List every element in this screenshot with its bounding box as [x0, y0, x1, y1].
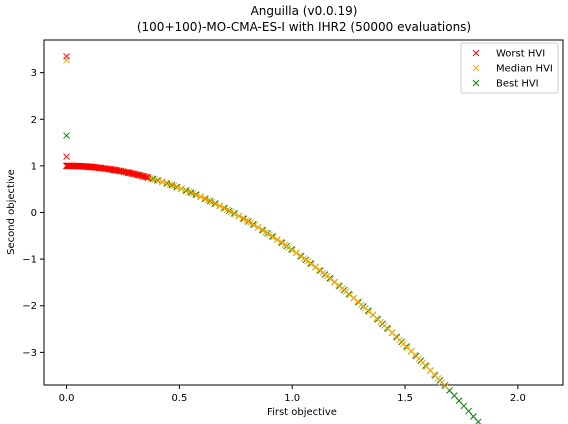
- y-tick-label: −1: [22, 255, 37, 266]
- legend-item-best-hvi: Best HVI: [472, 79, 539, 90]
- median-hvi-point: [224, 206, 231, 214]
- y-tick-label: −3: [22, 348, 37, 359]
- median-hvi-point: [227, 208, 235, 216]
- median-hvi-point: [266, 231, 273, 238]
- median-hvi-point: [151, 176, 158, 183]
- median-hvi-point: [197, 193, 204, 201]
- x-axis-label: First objective: [267, 407, 337, 418]
- data-points: [63, 52, 486, 424]
- median-hvi-point: [181, 186, 189, 194]
- x-tick-label: 0.0: [59, 393, 75, 404]
- worst-hvi-point: [63, 52, 70, 60]
- legend-marker: [472, 49, 480, 57]
- legend: Worst HVI Median HVI Best HVI: [460, 42, 559, 94]
- y-axis-label: Second objective: [6, 169, 17, 255]
- x-tick-label: 1.5: [397, 393, 413, 404]
- y-tick-label: 1: [31, 161, 37, 172]
- median-hvi-point: [201, 195, 208, 202]
- median-hvi-point: [442, 383, 450, 390]
- y-tick-label: 2: [31, 115, 37, 126]
- x-tick-label: 1.0: [284, 393, 300, 404]
- y-axis: −3 −2 −1 0 1 2 3: [22, 68, 44, 359]
- x-tick-label: 0.5: [171, 393, 187, 404]
- median-hvi-point: [158, 178, 166, 186]
- best-hvi-point: [225, 207, 233, 215]
- worst-hvi-point: [63, 162, 70, 170]
- median-hvi-point: [289, 246, 296, 254]
- median-hvi-point: [273, 236, 281, 243]
- legend-marker: [472, 64, 480, 72]
- median-hvi-point: [285, 244, 293, 251]
- worst-hvi-point: [144, 174, 152, 181]
- y-tick-label: 0: [31, 208, 37, 219]
- median-hvi-point: [319, 269, 327, 277]
- best-hvi-point: [474, 418, 482, 424]
- median-hvi-point: [162, 179, 170, 187]
- median-hvi-point: [304, 257, 312, 265]
- median-hvi-point: [239, 214, 247, 222]
- plot-area: [43, 39, 564, 386]
- median-hvi-point: [300, 255, 308, 262]
- median-hvi-point: [193, 191, 201, 199]
- median-hvi-point: [281, 241, 289, 249]
- best-hvi-point: [470, 413, 477, 420]
- median-hvi-point: [189, 190, 197, 197]
- median-hvi-point: [204, 196, 212, 204]
- median-hvi-point: [155, 177, 162, 185]
- legend-box: [460, 42, 559, 94]
- median-hvi-point: [170, 182, 178, 190]
- median-hvi-point: [220, 204, 227, 212]
- median-hvi-point: [296, 252, 304, 259]
- median-hvi-point: [247, 219, 254, 227]
- median-hvi-point: [258, 226, 266, 234]
- legend-item-median-hvi: Median HVI: [472, 64, 553, 75]
- best-hvi-point: [187, 189, 195, 196]
- chart-subtitle: (100+100)-MO-CMA-ES-I with IHR2 (50000 e…: [137, 20, 471, 34]
- median-hvi-point: [312, 263, 319, 271]
- y-tick-label: 3: [31, 68, 37, 79]
- median-hvi-point: [254, 223, 262, 231]
- median-hvi-point: [174, 183, 181, 191]
- median-hvi-point: [262, 228, 270, 236]
- x-tick-label: 2.0: [510, 393, 526, 404]
- best-hvi-point: [245, 218, 252, 225]
- median-hvi-point: [235, 212, 243, 220]
- legend-label: Median HVI: [496, 64, 553, 75]
- median-hvi-point: [277, 238, 285, 246]
- best-hvi-point: [168, 181, 176, 189]
- x-axis: 0.0 0.5 1.0 1.5 2.0: [59, 385, 526, 404]
- legend-label: Worst HVI: [496, 49, 545, 60]
- median-hvi-point: [178, 185, 185, 193]
- median-hvi-point: [250, 221, 258, 229]
- legend-label: Best HVI: [496, 79, 539, 90]
- median-hvi-point: [269, 233, 277, 241]
- median-hvi-point: [292, 249, 300, 257]
- median-hvi-point: [216, 202, 224, 210]
- best-hvi-point: [460, 402, 468, 410]
- median-hvi-point: [308, 260, 315, 268]
- chart-title: Anguilla (v0.0.19): [251, 4, 358, 18]
- median-hvi-point: [212, 200, 220, 208]
- worst-hvi-point: [142, 173, 150, 181]
- y-tick-label: −2: [22, 301, 37, 312]
- median-hvi-point: [231, 210, 239, 218]
- best-hvi-point: [206, 197, 214, 205]
- legend-marker: [472, 79, 480, 87]
- median-hvi-point: [166, 181, 174, 188]
- best-hvi-point: [63, 132, 70, 139]
- median-hvi-point: [243, 217, 250, 224]
- worst-hvi-point: [63, 153, 70, 160]
- median-hvi-point: [208, 198, 216, 206]
- median-hvi-point: [185, 188, 193, 196]
- best-hvi-point: [149, 175, 157, 183]
- median-hvi-point: [315, 266, 323, 274]
- legend-item-worst-hvi: Worst HVI: [472, 49, 545, 60]
- median-hvi-point: [323, 272, 331, 280]
- best-hvi-point: [465, 407, 472, 415]
- median-hvi-point: [327, 275, 335, 283]
